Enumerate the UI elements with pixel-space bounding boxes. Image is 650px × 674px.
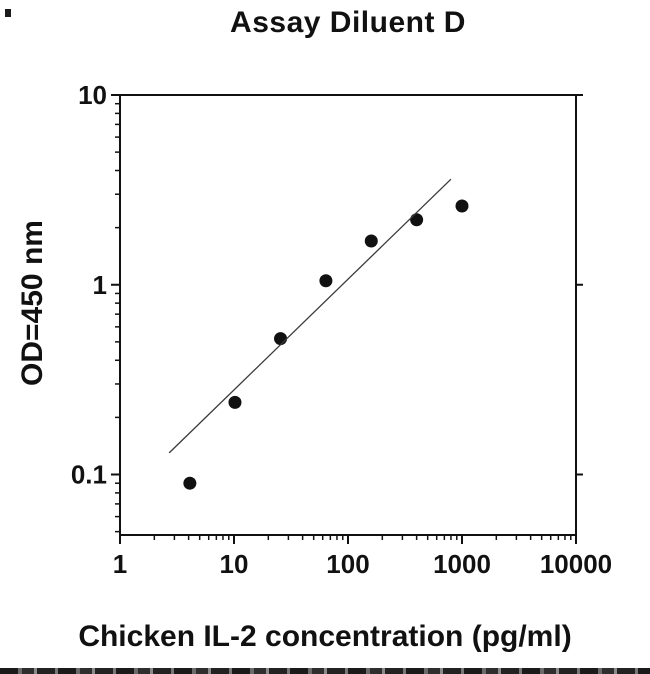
scan-artifact-mark [5, 9, 11, 17]
data-point [455, 199, 469, 213]
scan-artifact-strip [0, 668, 650, 674]
y-tick-label: 1 [93, 270, 107, 300]
data-point [228, 395, 242, 409]
plot-frame [119, 94, 577, 536]
data-point [274, 332, 288, 346]
fit-line [168, 178, 452, 454]
x-axis-title: Chicken IL-2 concentration (pg/ml) [78, 620, 572, 653]
data-point [410, 213, 424, 227]
x-tick-label: 10000 [540, 549, 612, 579]
x-tick-label: 10 [220, 549, 249, 579]
x-tick-label: 1000 [433, 549, 491, 579]
data-point [364, 234, 378, 248]
x-tick-label: 1 [113, 549, 127, 579]
y-tick-label: 10 [78, 80, 107, 110]
chart-title: Assay Diluent D [230, 6, 466, 39]
data-point [319, 274, 333, 288]
data-point [183, 476, 197, 490]
x-tick-label: 100 [326, 549, 369, 579]
y-tick-label: 0.1 [71, 460, 107, 490]
